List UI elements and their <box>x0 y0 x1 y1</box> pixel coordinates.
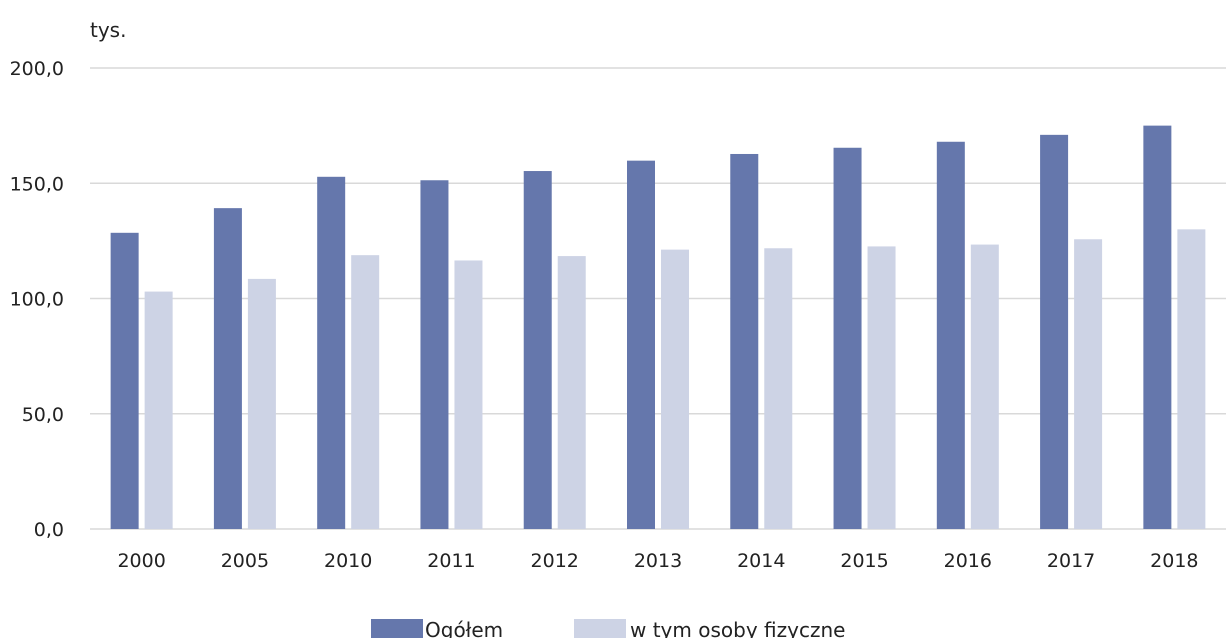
x-tick-label: 2012 <box>531 550 579 572</box>
y-axis-unit-label: tys. <box>90 18 126 42</box>
bar-ogolem-2015 <box>833 147 862 530</box>
y-tick-label: 0,0 <box>34 519 64 541</box>
legend-label: w tym osoby fizyczne <box>630 618 845 638</box>
bar-osoby-fizyczne-2010 <box>351 255 380 529</box>
x-tick-label: 2010 <box>324 550 372 572</box>
bar-ogolem-2013 <box>627 160 655 529</box>
bar-osoby-fizyczne-2013 <box>661 249 689 529</box>
y-axis-ticks: 0,0 50,0 100,0 150,0 200,0 <box>10 58 64 541</box>
bar-osoby-fizyczne-2016 <box>970 244 999 530</box>
bar-osoby-fizyczne-2015 <box>867 246 896 530</box>
legend: Ogółem w tym osoby fizyczne <box>371 618 845 638</box>
bar-osoby-fizyczne-2017 <box>1074 239 1103 529</box>
legend-swatch <box>574 619 626 638</box>
x-tick-label: 2014 <box>737 550 785 572</box>
x-tick-label: 2017 <box>1047 550 1095 572</box>
x-tick-label: 2018 <box>1150 550 1198 572</box>
y-tick-label: 150,0 <box>10 173 64 195</box>
x-axis-ticks: 2000 2005 2010 2011 2012 2013 2014 2015 2016 2017… <box>117 550 1198 572</box>
bar-ogolem-2017 <box>1040 134 1069 529</box>
y-tick-label: 50,0 <box>22 404 64 426</box>
bar-ogolem-2005 <box>213 208 242 530</box>
legend-label: Ogółem <box>425 618 503 638</box>
y-tick-label: 100,0 <box>10 289 64 311</box>
bar-osoby-fizyczne-2014 <box>764 248 793 529</box>
x-tick-label: 2011 <box>427 550 475 572</box>
bar-ogolem-2000 <box>110 232 139 529</box>
gridlines <box>90 67 1226 530</box>
x-tick-label: 2005 <box>221 550 269 572</box>
x-tick-label: 2016 <box>944 550 992 572</box>
bar-osoby-fizyczne-2005 <box>247 278 276 529</box>
bar-ogolem-2012 <box>523 171 552 529</box>
x-tick-label: 2013 <box>634 550 682 572</box>
bar-ogolem-2014 <box>730 153 759 529</box>
y-tick-label: 200,0 <box>10 58 64 80</box>
bar-osoby-fizyczne-2000 <box>144 291 173 529</box>
bar-ogolem-2010 <box>317 176 346 529</box>
bar-ogolem-2016 <box>936 141 965 529</box>
bar-osoby-fizyczne-2011 <box>454 260 483 529</box>
bar-ogolem-2018 <box>1143 125 1172 529</box>
legend-swatch <box>371 619 423 638</box>
bars <box>110 125 1206 530</box>
x-tick-label: 2000 <box>117 550 165 572</box>
bar-ogolem-2011 <box>420 180 449 530</box>
bar-osoby-fizyczne-2012 <box>557 256 586 529</box>
bar-osoby-fizyczne-2018 <box>1177 229 1206 529</box>
x-tick-label: 2015 <box>840 550 888 572</box>
